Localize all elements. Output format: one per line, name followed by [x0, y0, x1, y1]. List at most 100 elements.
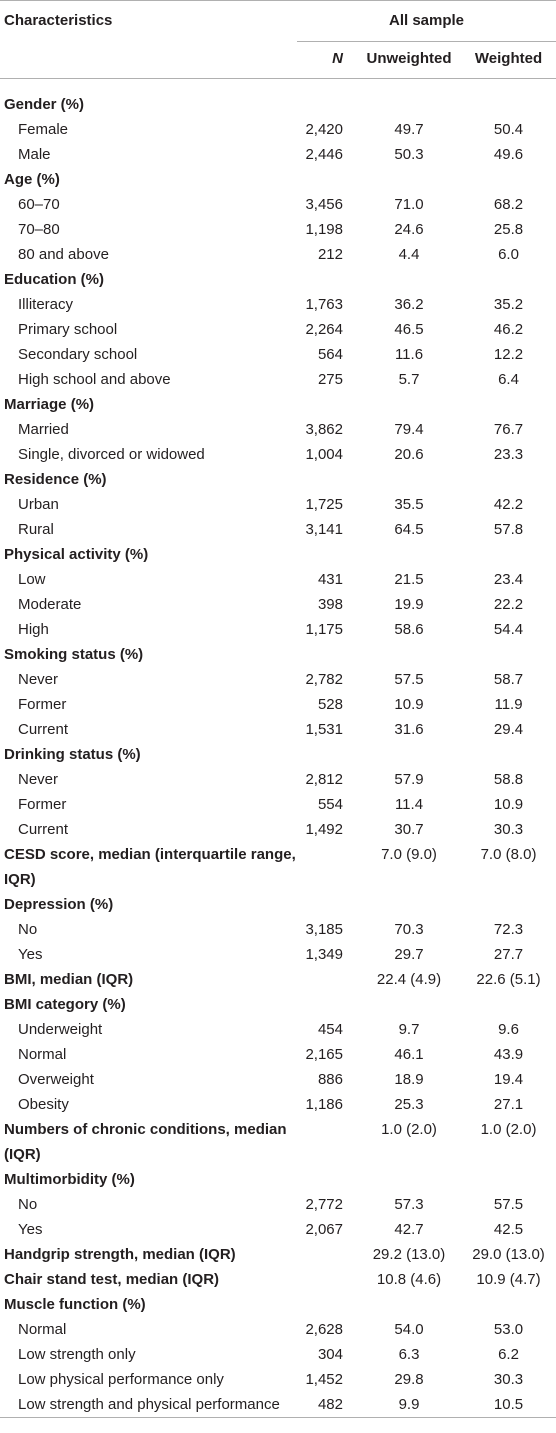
- cell: 58.8: [493, 771, 524, 788]
- cell: 79.4: [394, 421, 424, 438]
- row-label: No: [18, 921, 38, 938]
- item-row: Former 528 10.9 11.9: [0, 692, 556, 717]
- item-row: Former 554 11.4 10.9: [0, 792, 556, 817]
- section-row: Physical activity (%): [0, 542, 556, 567]
- row-label: 70–80: [18, 221, 60, 238]
- item-row: 60–70 3,456 71.0 68.2: [0, 192, 556, 217]
- cell: 431: [317, 571, 343, 588]
- cell: 76.7: [493, 421, 524, 438]
- cell: 21.5: [394, 571, 424, 588]
- cell: [297, 1117, 357, 1167]
- row-label: Gender (%): [4, 96, 85, 113]
- item-row: Urban 1,725 35.5 42.2: [0, 492, 556, 517]
- row-label: Low physical performance only: [18, 1371, 224, 1388]
- row-label: Never: [18, 771, 59, 788]
- row-label: No: [18, 1196, 38, 1213]
- cell: 5.7: [398, 371, 420, 388]
- item-row: Current 1,492 30.7 30.3: [0, 817, 556, 842]
- row-label: Overweight: [18, 1071, 94, 1088]
- row-label: Normal: [18, 1321, 67, 1338]
- row-label: BMI category (%): [4, 996, 126, 1013]
- cell: 1,452: [305, 1371, 343, 1388]
- row-label: High: [18, 621, 49, 638]
- item-row: Primary school 2,264 46.5 46.2: [0, 317, 556, 342]
- cell: 42.2: [493, 496, 524, 513]
- cell: 18.9: [394, 1071, 424, 1088]
- cell: 53.0: [493, 1321, 524, 1338]
- row-label: Illiteracy: [18, 296, 74, 313]
- cell: 27.1: [493, 1096, 524, 1113]
- item-row: Obesity 1,186 25.3 27.1: [0, 1092, 556, 1117]
- header-cell: Characteristics: [4, 12, 113, 29]
- cell: 10.9 (4.7): [476, 1271, 541, 1288]
- row-label: Never: [18, 671, 59, 688]
- cell: [357, 1292, 461, 1317]
- section-row: BMI category (%): [0, 992, 556, 1017]
- cell: [357, 167, 461, 192]
- cell: [297, 1267, 357, 1292]
- cell: 50.3: [394, 146, 424, 163]
- cell: 9.9: [398, 1396, 420, 1413]
- row-label: Former: [18, 796, 67, 813]
- cell: 304: [317, 1346, 343, 1363]
- item-row: Low physical performance only 1,452 29.8 30…: [0, 1367, 556, 1392]
- cell: 4.4: [398, 246, 420, 263]
- cell: 30.3: [493, 1371, 524, 1388]
- cell: 29.0 (13.0): [472, 1246, 545, 1263]
- cell: [297, 967, 357, 992]
- cell: 6.4: [498, 371, 519, 388]
- row-label: Male: [18, 146, 51, 163]
- cell: [461, 167, 556, 192]
- row-label: Marriage (%): [4, 396, 95, 413]
- cell: 57.5: [493, 1196, 524, 1213]
- cell: [461, 992, 556, 1017]
- item-row: Never 2,812 57.9 58.8: [0, 767, 556, 792]
- item-row: Underweight 454 9.7 9.6: [0, 1017, 556, 1042]
- cell: 36.2: [394, 296, 424, 313]
- cell: [461, 742, 556, 767]
- cell: 30.3: [493, 821, 524, 838]
- cell: 1,175: [305, 621, 343, 638]
- cell: 29.4: [493, 721, 524, 738]
- header-row: Characteristics All sample: [0, 0, 556, 42]
- cell: 11.6: [394, 346, 424, 363]
- cell: 29.2 (13.0): [372, 1246, 446, 1263]
- cell: [357, 79, 461, 118]
- row-label: BMI, median (IQR): [4, 971, 134, 988]
- cell: [357, 392, 461, 417]
- section-row: CESD score, median (interquartile range,…: [0, 842, 556, 892]
- section-row: Residence (%): [0, 467, 556, 492]
- row-label: Multimorbidity (%): [4, 1171, 135, 1188]
- cell: 1,531: [305, 721, 343, 738]
- cell: [461, 892, 556, 917]
- cell: 10.9: [493, 796, 524, 813]
- cell: 57.9: [394, 771, 424, 788]
- row-label: Obesity: [18, 1096, 69, 1113]
- row-label: 60–70: [18, 196, 60, 213]
- section-row: Handgrip strength, median (IQR) 29.2 (13.…: [0, 1242, 556, 1267]
- header-group: All sample: [297, 0, 556, 42]
- row-label: Former: [18, 696, 67, 713]
- item-row: No 2,772 57.3 57.5: [0, 1192, 556, 1217]
- cell: 2,264: [305, 321, 343, 338]
- cell: 482: [317, 1396, 343, 1413]
- header-cell: [0, 41, 297, 79]
- cell: 35.2: [493, 296, 524, 313]
- cell: 57.8: [493, 521, 524, 538]
- cell: [297, 392, 357, 417]
- cell: 2,782: [305, 671, 343, 688]
- cell: 554: [317, 796, 343, 813]
- cell: 11.4: [394, 796, 424, 813]
- cell: 3,862: [305, 421, 343, 438]
- cell: 1,492: [305, 821, 343, 838]
- cell: [461, 267, 556, 292]
- cell: 72.3: [493, 921, 524, 938]
- cell: 1,763: [305, 296, 343, 313]
- row-label: Low strength only: [18, 1346, 136, 1363]
- cell: [297, 1167, 357, 1192]
- cell: [297, 892, 357, 917]
- item-row: High 1,175 58.6 54.4: [0, 617, 556, 642]
- row-label: Physical activity (%): [4, 546, 149, 563]
- cell: [357, 467, 461, 492]
